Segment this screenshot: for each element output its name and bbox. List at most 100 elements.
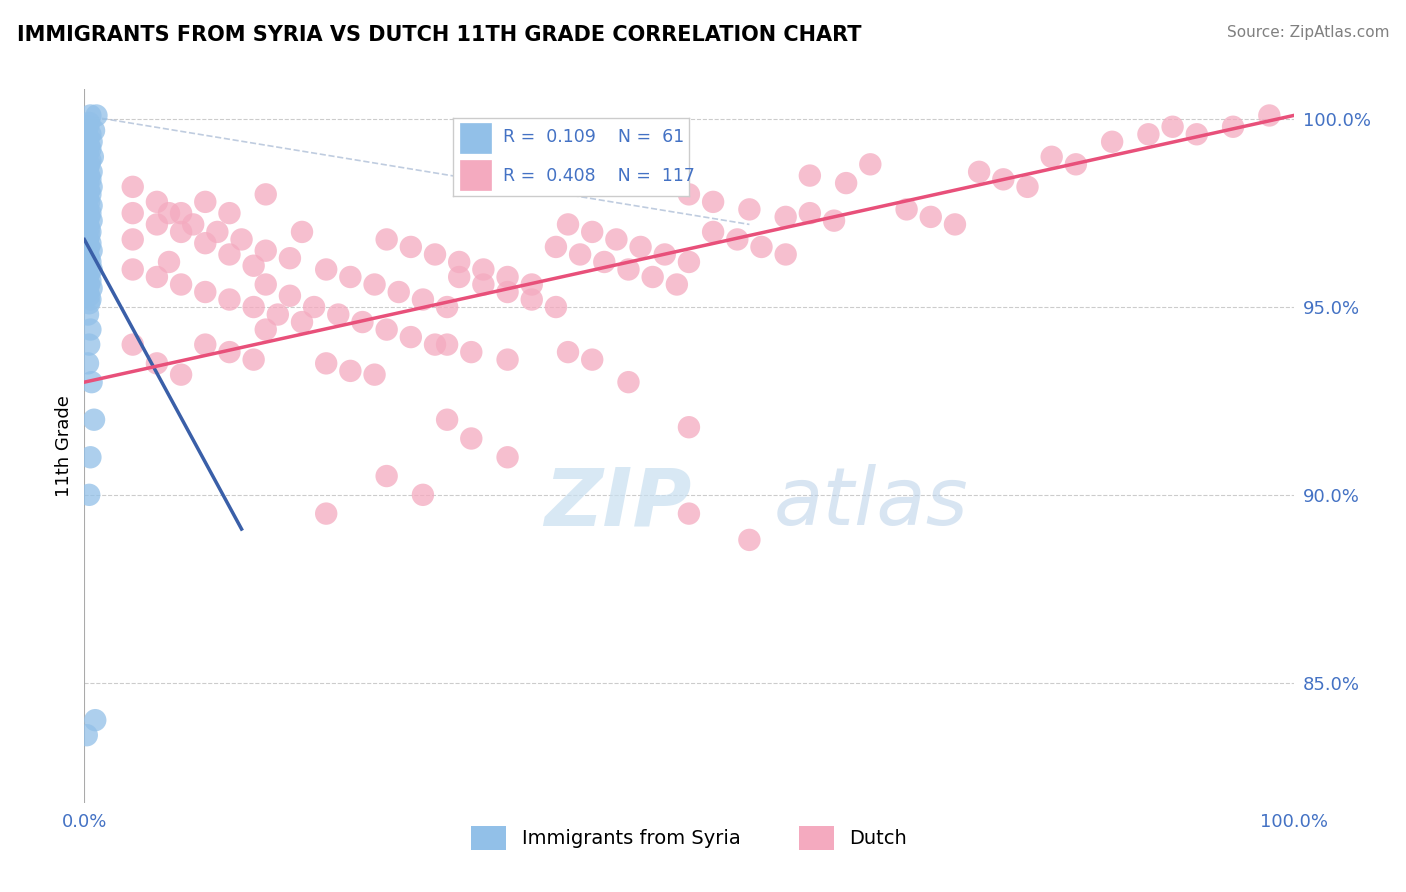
- Point: [581, 225, 603, 239]
- Point: [82, 150, 104, 164]
- Point: [146, 270, 169, 285]
- Point: [77, 138, 100, 153]
- Point: [77, 337, 100, 351]
- Point: [738, 533, 761, 547]
- Point: [170, 225, 193, 239]
- Point: [339, 270, 361, 285]
- Point: [436, 413, 458, 427]
- Point: [77, 240, 100, 254]
- Point: [77, 218, 100, 232]
- Point: [557, 345, 579, 359]
- Point: [569, 247, 592, 261]
- Point: [146, 194, 169, 209]
- Point: [630, 240, 652, 254]
- Point: [84, 713, 107, 727]
- Point: [77, 146, 100, 161]
- Point: [460, 432, 482, 446]
- Point: [80, 213, 103, 227]
- Point: [77, 176, 100, 190]
- Point: [254, 187, 277, 202]
- Point: [207, 225, 229, 239]
- Point: [302, 300, 325, 314]
- Point: [339, 364, 361, 378]
- Point: [460, 345, 482, 359]
- Point: [77, 157, 100, 171]
- Point: [449, 270, 471, 285]
- Text: ZIP: ZIP: [544, 464, 692, 542]
- Point: [520, 293, 543, 307]
- Point: [363, 368, 385, 382]
- Point: [449, 255, 471, 269]
- Point: [77, 210, 100, 224]
- Point: [896, 202, 918, 217]
- Point: [775, 247, 797, 261]
- Point: [665, 277, 688, 292]
- Point: [86, 108, 108, 122]
- Point: [823, 213, 845, 227]
- Point: [218, 206, 240, 220]
- Point: [799, 206, 821, 220]
- Point: [79, 187, 101, 202]
- Point: [79, 153, 101, 168]
- Point: [254, 322, 277, 336]
- Point: [83, 123, 105, 137]
- Point: [79, 172, 101, 186]
- Point: [678, 420, 700, 434]
- Point: [77, 277, 100, 292]
- Point: [77, 184, 100, 198]
- Point: [920, 210, 942, 224]
- Point: [77, 259, 100, 273]
- Point: [231, 232, 253, 246]
- Point: [79, 450, 101, 465]
- Point: [702, 225, 724, 239]
- Point: [436, 300, 458, 314]
- Point: [654, 247, 676, 261]
- Point: [79, 206, 101, 220]
- Point: [617, 262, 640, 277]
- Y-axis label: 11th Grade: 11th Grade: [55, 395, 73, 497]
- Point: [496, 352, 519, 367]
- Point: [76, 728, 98, 742]
- Point: [678, 507, 700, 521]
- Point: [544, 300, 567, 314]
- Point: [593, 255, 616, 269]
- Point: [170, 277, 193, 292]
- Point: [80, 244, 103, 258]
- Point: [79, 236, 101, 251]
- Point: [799, 169, 821, 183]
- Point: [315, 356, 337, 370]
- Point: [121, 337, 143, 351]
- Point: [315, 507, 337, 521]
- Point: [291, 315, 314, 329]
- Point: [77, 202, 100, 217]
- Point: [77, 251, 100, 265]
- Point: [194, 194, 217, 209]
- Point: [80, 281, 103, 295]
- Point: [80, 179, 103, 194]
- Point: [218, 247, 240, 261]
- Point: [157, 206, 180, 220]
- Point: [80, 165, 103, 179]
- Point: [544, 240, 567, 254]
- Point: [375, 469, 398, 483]
- Point: [77, 116, 100, 130]
- Point: [278, 289, 301, 303]
- Point: [278, 251, 301, 265]
- Point: [352, 315, 374, 329]
- Point: [80, 135, 103, 149]
- Point: [472, 277, 495, 292]
- Point: [170, 206, 193, 220]
- Point: [79, 255, 101, 269]
- Point: [77, 161, 100, 175]
- Point: [1258, 108, 1281, 122]
- Point: [77, 194, 100, 209]
- Point: [77, 169, 100, 183]
- Point: [496, 270, 519, 285]
- Point: [399, 330, 422, 344]
- Point: [399, 240, 422, 254]
- Point: [557, 218, 579, 232]
- Point: [80, 199, 103, 213]
- Point: [363, 277, 385, 292]
- Point: [375, 232, 398, 246]
- Point: [194, 236, 217, 251]
